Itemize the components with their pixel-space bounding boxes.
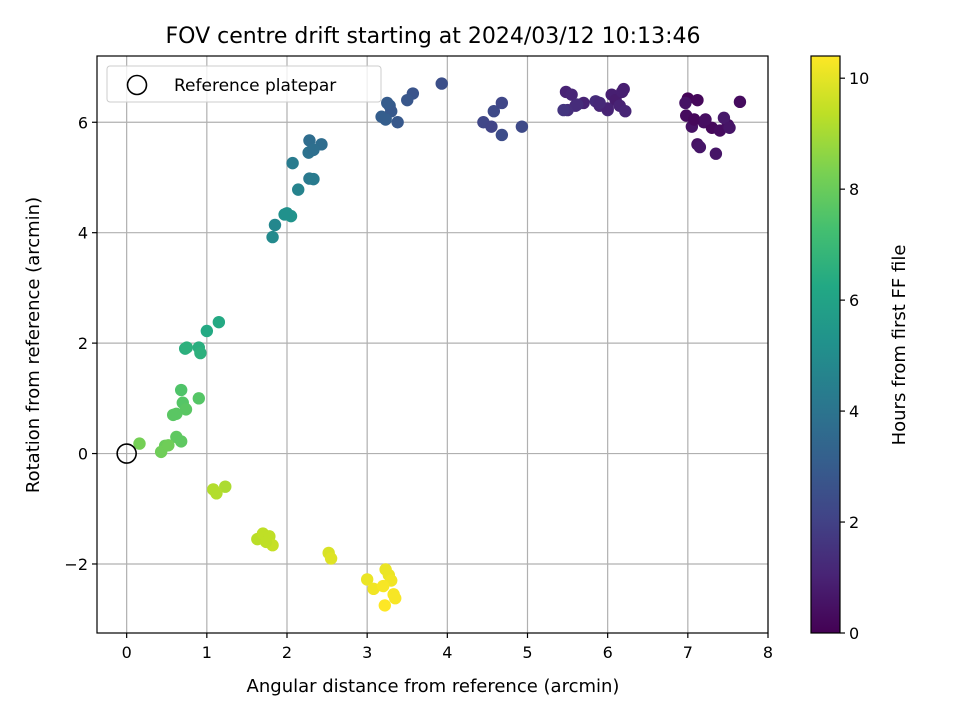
y-gridlines xyxy=(97,121,768,565)
data-point xyxy=(379,113,392,126)
data-point xyxy=(688,113,701,126)
y-tick-label: −2 xyxy=(64,555,88,574)
data-point xyxy=(200,324,214,338)
data-point xyxy=(307,143,320,157)
data-point xyxy=(179,403,193,416)
x-axis-title: Angular distance from reference (arcmin) xyxy=(247,676,620,697)
data-point xyxy=(192,392,206,405)
data-point xyxy=(219,480,232,493)
x-tick-label: 6 xyxy=(603,643,613,662)
data-point xyxy=(615,85,629,99)
reference-platepar-marker xyxy=(116,443,137,464)
x-tick-label: 7 xyxy=(683,643,693,662)
data-point xyxy=(207,483,220,496)
colorbar: 0 2 4 6 8 10 Hours from first FF file xyxy=(810,55,910,643)
data-point xyxy=(162,439,175,452)
data-point xyxy=(435,77,448,90)
colorbar-tick-label: 6 xyxy=(849,291,859,310)
data-point xyxy=(266,230,279,244)
data-point xyxy=(723,121,736,134)
data-point xyxy=(133,437,146,450)
data-point xyxy=(259,535,273,549)
plot-frame xyxy=(96,55,769,634)
data-point xyxy=(619,105,632,118)
data-point xyxy=(717,111,731,125)
data-point xyxy=(212,315,226,329)
x-axis-ticks: 0 1 2 3 4 5 6 7 8 xyxy=(122,633,773,662)
x-tick-label: 0 xyxy=(122,643,132,662)
y-tick-label: 6 xyxy=(78,113,88,132)
data-point xyxy=(303,134,316,147)
data-point xyxy=(565,88,578,101)
y-axis-title: Rotation from reference (arcmin) xyxy=(23,197,44,493)
data-point xyxy=(324,552,338,565)
data-point xyxy=(709,147,723,160)
y-axis-ticks: −2 0 2 4 6 xyxy=(64,113,97,574)
legend-label-reference-platepar: Reference platepar xyxy=(174,76,336,96)
data-point xyxy=(286,156,299,170)
data-point xyxy=(376,579,390,593)
x-tick-label: 5 xyxy=(522,643,532,662)
scatter-points xyxy=(133,77,747,612)
data-point xyxy=(699,113,712,126)
colorbar-ticks: 0 2 4 6 8 10 xyxy=(840,69,869,643)
colorbar-gradient xyxy=(810,55,841,634)
colorbar-tick-label: 2 xyxy=(849,513,859,532)
data-point xyxy=(487,105,501,118)
data-point xyxy=(485,120,498,133)
colorbar-tick-label: 10 xyxy=(849,69,869,88)
x-tick-label: 4 xyxy=(442,643,452,662)
data-point xyxy=(367,582,380,596)
data-point xyxy=(571,98,584,111)
colorbar-tick-label: 0 xyxy=(849,624,859,643)
legend-reference-marker xyxy=(126,74,148,96)
data-point xyxy=(174,383,188,397)
y-tick-label: 4 xyxy=(78,224,88,243)
data-point xyxy=(733,95,747,109)
data-point xyxy=(268,218,282,232)
data-point xyxy=(166,408,180,422)
data-point xyxy=(679,96,692,110)
data-point xyxy=(360,573,374,586)
data-point xyxy=(693,140,707,154)
legend: Reference platepar xyxy=(106,65,382,103)
legend-box xyxy=(106,65,382,103)
x-tick-label: 1 xyxy=(202,643,212,662)
data-point xyxy=(515,120,529,133)
data-point xyxy=(495,96,509,110)
data-point xyxy=(557,103,570,117)
data-point xyxy=(280,207,294,220)
data-point xyxy=(194,346,207,360)
colorbar-title: Hours from first FF file xyxy=(889,245,910,446)
data-point xyxy=(307,172,320,186)
colorbar-tick-label: 8 xyxy=(849,180,859,199)
data-point xyxy=(391,116,404,129)
x-tick-label: 8 xyxy=(763,643,773,662)
chart-title: FOV centre drift starting at 2024/03/12 … xyxy=(166,24,701,49)
data-point xyxy=(593,96,606,110)
data-point xyxy=(691,93,704,107)
data-point xyxy=(401,93,414,107)
y-tick-label: 0 xyxy=(78,445,88,464)
colorbar-tick-label: 4 xyxy=(849,402,859,421)
data-point xyxy=(389,592,402,605)
y-tick-label: 2 xyxy=(78,334,88,353)
data-point xyxy=(292,183,305,196)
data-point xyxy=(495,128,509,142)
x-tick-label: 3 xyxy=(362,643,372,662)
data-point xyxy=(381,96,394,110)
x-tick-label: 2 xyxy=(282,643,292,662)
data-point xyxy=(378,599,392,612)
data-point xyxy=(180,341,193,354)
data-point xyxy=(174,435,188,448)
